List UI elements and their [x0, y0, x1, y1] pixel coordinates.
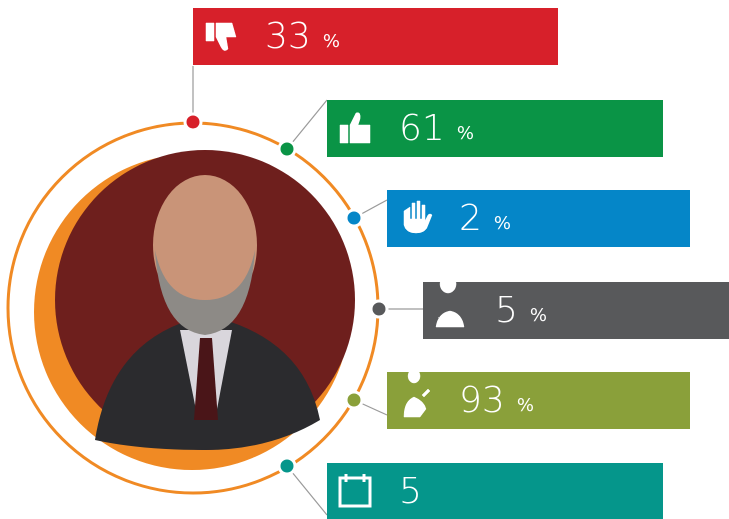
- ring-dot: [344, 208, 364, 228]
- stat-bar: [387, 190, 690, 247]
- icon: [338, 474, 372, 508]
- stat-value: 61: [399, 108, 445, 149]
- stat-item: 5: [277, 456, 663, 519]
- stat-value: 5: [399, 471, 422, 512]
- ring-dot: [369, 299, 389, 319]
- stat-value: 33: [265, 16, 311, 57]
- portrait: [95, 175, 320, 450]
- stat-value: 5: [495, 290, 518, 331]
- stat-bar: [193, 8, 558, 65]
- icon: [403, 200, 433, 234]
- stat-unit: %: [494, 213, 511, 234]
- stat-value: 93: [459, 380, 505, 421]
- stat-bar: [327, 463, 663, 519]
- stat-item: 5%: [369, 274, 729, 339]
- stat-unit: %: [323, 31, 340, 52]
- ring-dot: [183, 112, 203, 132]
- icon: [403, 368, 431, 418]
- stat-unit: %: [530, 305, 547, 326]
- icon: [339, 112, 371, 144]
- stat-item: 2%: [344, 190, 690, 247]
- connector: [286, 99, 328, 150]
- ring-dot: [277, 456, 297, 476]
- icon: [205, 22, 237, 51]
- stat-unit: %: [457, 123, 474, 144]
- connector: [286, 465, 328, 516]
- stat-unit: %: [517, 395, 534, 416]
- stat-item: 61%: [277, 99, 663, 159]
- ring-dot: [344, 390, 364, 410]
- stat-bar: [423, 282, 729, 339]
- stat-bar: [387, 372, 690, 429]
- stat-value: 2: [459, 198, 482, 239]
- stat-bar: [327, 100, 663, 157]
- ring-dot: [277, 139, 297, 159]
- stat-item: 93%: [344, 368, 690, 429]
- icon: [435, 274, 465, 328]
- stat-item: 33%: [183, 8, 558, 132]
